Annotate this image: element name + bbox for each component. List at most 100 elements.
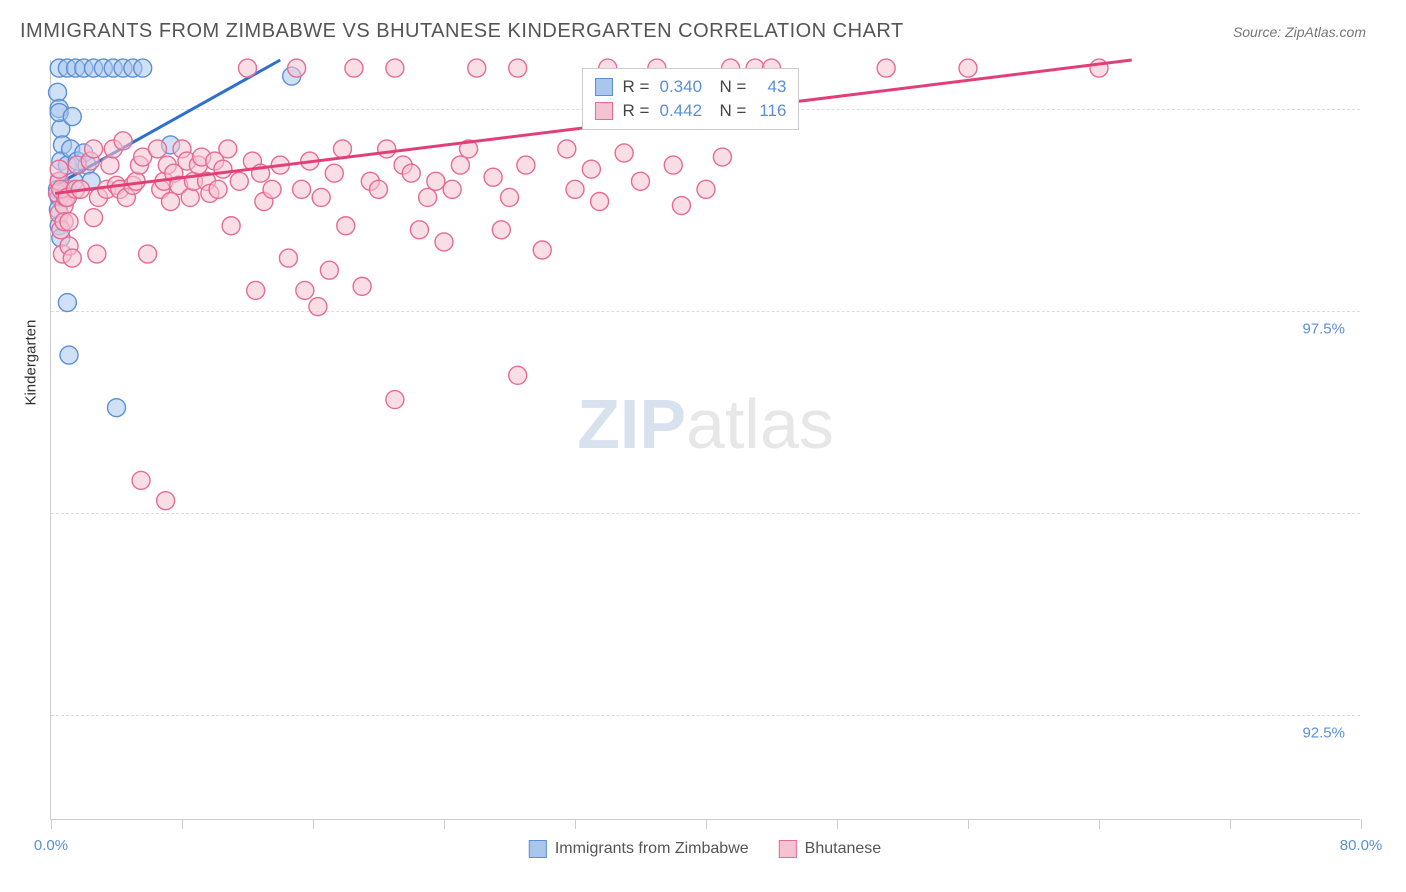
data-point <box>533 241 551 259</box>
legend-label: Bhutanese <box>805 840 882 858</box>
data-point <box>615 144 633 162</box>
data-point <box>309 298 327 316</box>
data-point <box>337 217 355 235</box>
stat-r-label: R = <box>623 77 650 97</box>
x-tick <box>1361 819 1362 829</box>
data-point <box>697 180 715 198</box>
data-point <box>370 180 388 198</box>
data-point <box>279 249 297 267</box>
data-point <box>219 140 237 158</box>
data-point <box>484 168 502 186</box>
data-point <box>345 59 363 77</box>
data-point <box>312 188 330 206</box>
data-point <box>85 140 103 158</box>
data-point <box>209 180 227 198</box>
data-point <box>134 59 152 77</box>
data-point <box>101 156 119 174</box>
data-point <box>58 294 76 312</box>
data-point <box>181 188 199 206</box>
x-tick <box>575 819 576 829</box>
data-point <box>63 249 81 267</box>
data-point <box>419 188 437 206</box>
legend-swatch <box>779 840 797 858</box>
data-point <box>959 59 977 77</box>
data-point <box>222 217 240 235</box>
data-point <box>320 261 338 279</box>
data-point <box>88 245 106 263</box>
stat-n-value: 43 <box>756 77 786 97</box>
data-point <box>63 108 81 126</box>
stats-legend-box: R =0.340N =43R =0.442N =116 <box>582 68 800 130</box>
x-tick <box>51 819 52 829</box>
data-point <box>353 277 371 295</box>
data-point <box>214 160 232 178</box>
stat-n-label: N = <box>719 77 746 97</box>
data-point <box>713 148 731 166</box>
x-tick-label: 80.0% <box>1340 837 1383 854</box>
data-point <box>517 156 535 174</box>
data-point <box>468 59 486 77</box>
data-point <box>435 233 453 251</box>
stats-swatch <box>595 102 613 120</box>
data-point <box>558 140 576 158</box>
stats-row: R =0.442N =116 <box>595 99 787 123</box>
data-point <box>566 180 584 198</box>
x-tick <box>968 819 969 829</box>
scatter-plot-svg <box>51 60 1360 819</box>
data-point <box>263 180 281 198</box>
data-point <box>386 59 404 77</box>
data-point <box>139 245 157 263</box>
data-point <box>451 156 469 174</box>
data-point <box>410 221 428 239</box>
legend-item: Bhutanese <box>779 840 882 858</box>
stats-swatch <box>595 78 613 96</box>
source-text: Source: ZipAtlas.com <box>1233 24 1366 40</box>
data-point <box>60 213 78 231</box>
data-point <box>148 140 166 158</box>
data-point <box>664 156 682 174</box>
legend-swatch <box>529 840 547 858</box>
data-point <box>582 160 600 178</box>
data-point <box>50 160 68 178</box>
stat-n-value: 116 <box>756 101 786 121</box>
data-point <box>114 132 132 150</box>
y-axis-label: Kindergarten <box>23 319 40 405</box>
data-point <box>509 59 527 77</box>
x-tick <box>313 819 314 829</box>
data-point <box>293 180 311 198</box>
data-point <box>132 471 150 489</box>
stats-row: R = 0.340 N = 43 <box>595 75 787 99</box>
x-tick <box>706 819 707 829</box>
data-point <box>247 281 265 299</box>
chart-title: IMMIGRANTS FROM ZIMBABWE VS BHUTANESE KI… <box>20 20 904 43</box>
bottom-legend: Immigrants from Zimbabwe Bhutanese <box>529 840 881 858</box>
data-point <box>333 140 351 158</box>
stat-n-label: N = <box>719 101 746 121</box>
data-point <box>386 391 404 409</box>
data-point <box>230 172 248 190</box>
x-tick <box>837 819 838 829</box>
data-point <box>378 140 396 158</box>
stat-r-value: 0.340 <box>659 77 709 97</box>
data-point <box>157 492 175 510</box>
data-point <box>162 192 180 210</box>
data-point <box>296 281 314 299</box>
data-point <box>877 59 895 77</box>
data-point <box>402 164 420 182</box>
data-point <box>427 172 445 190</box>
data-point <box>60 346 78 364</box>
data-point <box>325 164 343 182</box>
stat-r-label: R = <box>623 101 650 121</box>
data-point <box>591 192 609 210</box>
data-point <box>632 172 650 190</box>
data-point <box>49 83 67 101</box>
data-point <box>239 59 257 77</box>
x-tick <box>444 819 445 829</box>
chart-container: Kindergarten 97.5%92.5% 0.0%80.0% ZIPatl… <box>50 60 1360 820</box>
data-point <box>672 197 690 215</box>
plot-area: Kindergarten 97.5%92.5% 0.0%80.0% ZIPatl… <box>50 60 1360 820</box>
x-tick <box>182 819 183 829</box>
data-point <box>108 399 126 417</box>
legend-item: Immigrants from Zimbabwe <box>529 840 749 858</box>
x-tick <box>1099 819 1100 829</box>
